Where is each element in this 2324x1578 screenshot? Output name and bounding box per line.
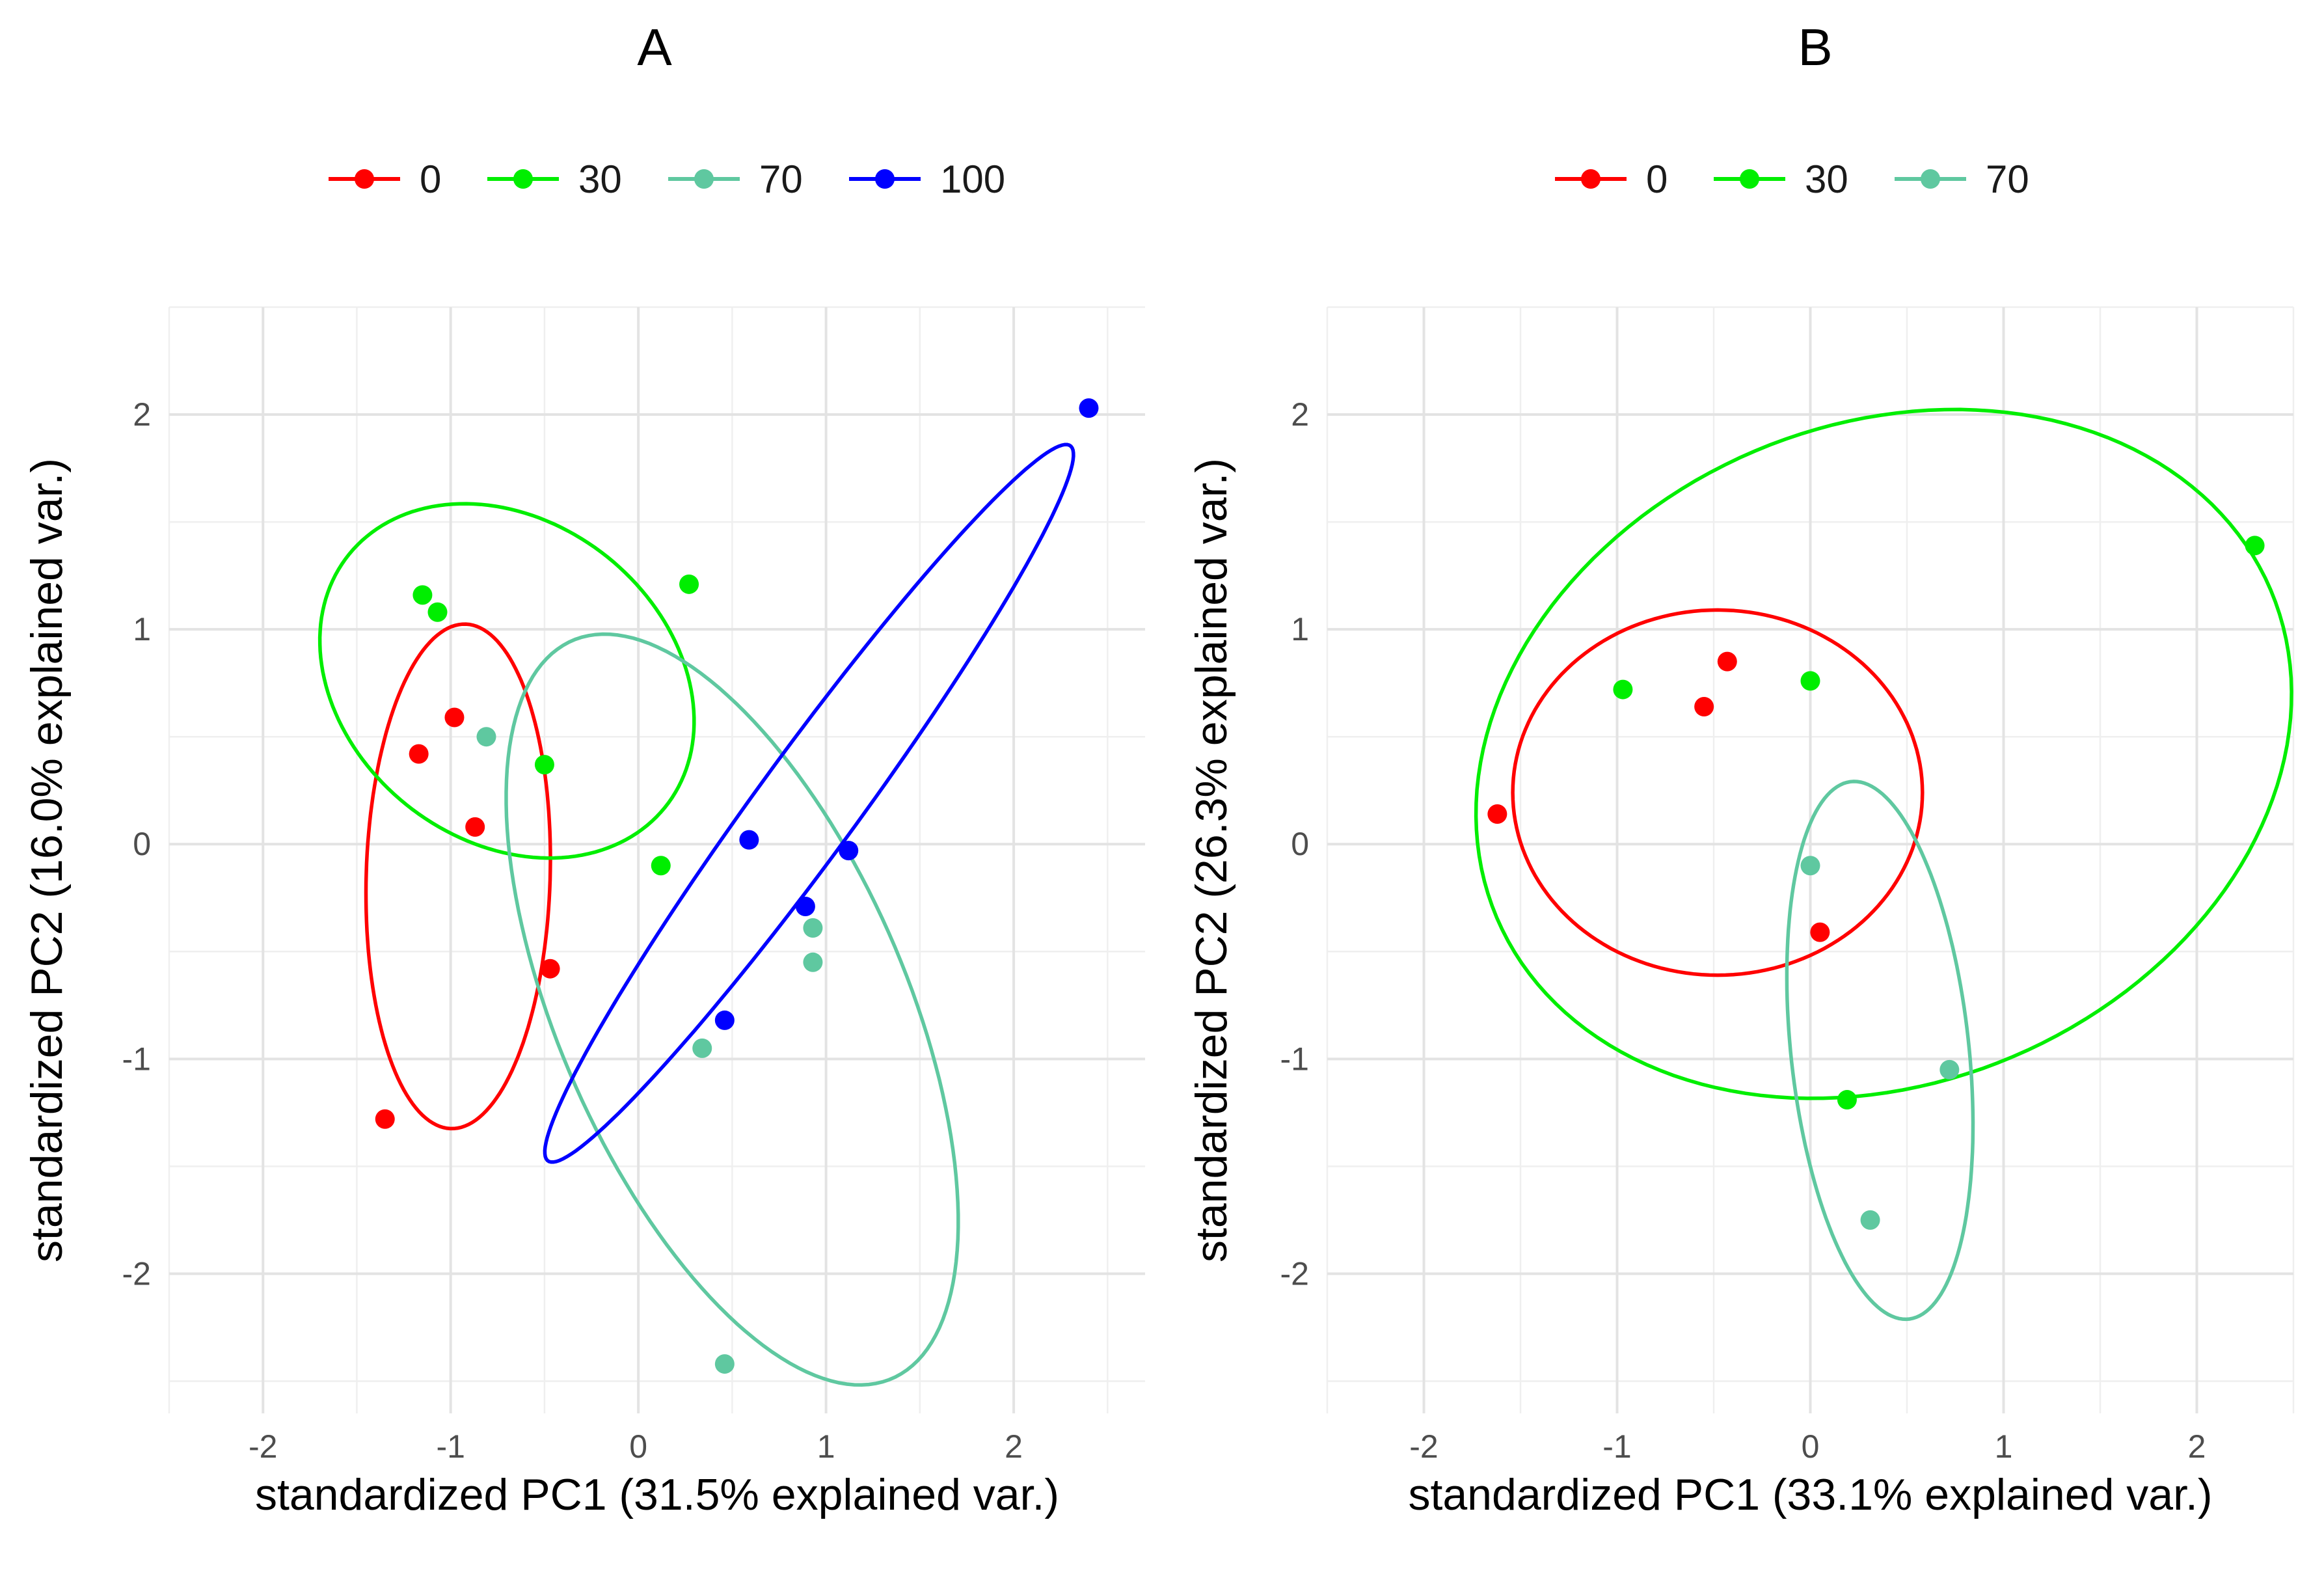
legend-item-100: 100: [849, 157, 1005, 201]
panel-a-x-axis-label: standardized PC1 (31.5% explained var.): [255, 1470, 1059, 1519]
point-group-70: [803, 952, 823, 972]
point-group-0: [1694, 696, 1714, 716]
point-group-0: [1487, 804, 1507, 824]
ellipse-group-0: [364, 622, 552, 1131]
panel-a-grid: [168, 306, 1145, 1413]
point-group-0: [1810, 922, 1830, 942]
point-group-30: [1800, 671, 1820, 691]
legend-item-0: 0: [329, 157, 441, 201]
legend-label-70: 70: [1986, 157, 2029, 201]
x-tick-label: -1: [1602, 1428, 1631, 1465]
point-group-30: [412, 585, 433, 605]
legend-item-70: 70: [668, 157, 803, 201]
ellipse-group-30: [1474, 407, 2293, 1100]
legend-marker-30: [513, 169, 533, 189]
y-tick-label: 1: [1291, 611, 1309, 647]
point-group-70: [803, 918, 823, 938]
legend-item-30: 30: [487, 157, 622, 201]
point-group-0: [409, 744, 429, 764]
panel-b-legend: 0 30 70: [1555, 157, 2029, 201]
x-tick-label: 1: [817, 1428, 835, 1465]
point-group-70: [1860, 1210, 1880, 1230]
point-group-30: [651, 856, 671, 876]
legend-marker-0: [355, 169, 374, 189]
panel-b-title: B: [1798, 18, 1832, 76]
legend-marker-0: [1581, 169, 1601, 189]
point-group-30: [679, 574, 699, 594]
panel-b-marks: [1474, 407, 2293, 1322]
panel-b-y-axis-label: standardized PC2 (26.3% explained var.): [1187, 458, 1236, 1262]
panel-b-x-axis-label: standardized PC1 (33.1% explained var.): [1408, 1470, 2212, 1519]
panel-a-marks: [318, 398, 1099, 1387]
point-group-30: [534, 755, 554, 775]
legend-marker-70: [1921, 169, 1940, 189]
legend-label-0: 0: [420, 157, 441, 201]
point-group-30: [1837, 1090, 1857, 1110]
point-group-100: [795, 896, 815, 916]
point-group-70: [1800, 856, 1820, 876]
y-tick-label: -2: [122, 1255, 151, 1292]
x-tick-label: 1: [1995, 1428, 2013, 1465]
point-group-30: [1613, 679, 1633, 700]
point-group-70: [476, 727, 496, 747]
y-tick-label: 2: [133, 396, 151, 433]
panel-a-plot-area: -2 -1 0 1 2 -2 -1 0 1 2: [122, 306, 1145, 1465]
point-group-70: [692, 1038, 712, 1058]
legend-label-70: 70: [759, 157, 803, 201]
x-tick-label: -2: [249, 1428, 277, 1465]
ellipse-group-100: [543, 442, 1075, 1164]
legend-marker-70: [694, 169, 714, 189]
ellipse-group-30: [318, 502, 696, 860]
legend-marker-100: [875, 169, 895, 189]
point-group-100: [839, 841, 859, 861]
panel-a-legend: 0 30 70 100: [329, 157, 1005, 201]
legend-item-30: 30: [1714, 157, 1848, 201]
legend-label-100: 100: [940, 157, 1005, 201]
point-group-100: [739, 830, 759, 850]
ellipse-group-0: [1511, 608, 1925, 977]
point-group-100: [1079, 398, 1099, 418]
x-tick-label: -1: [436, 1428, 465, 1465]
x-tick-label: 2: [2188, 1428, 2206, 1465]
point-group-70: [1939, 1059, 1960, 1080]
y-tick-label: 0: [133, 826, 151, 862]
x-tick-label: 0: [1802, 1428, 1820, 1465]
y-tick-label: 2: [1291, 396, 1309, 433]
panel-b-grid: [1326, 306, 2295, 1413]
panel-a: A 0 30 70 100 -2 -1 0 1 2 -2 -1 0 1 2 standardized P…: [22, 18, 1145, 1519]
ellipse-group-70: [504, 632, 960, 1387]
panel-b: B 0 30 70 -2 -1 0 1 2 -2 -1 0 1 2 standardized PC1 …: [1187, 18, 2295, 1519]
x-tick-label: -2: [1409, 1428, 1438, 1465]
legend-label-30: 30: [578, 157, 622, 201]
legend-label-0: 0: [1646, 157, 1668, 201]
panel-a-title: A: [637, 18, 672, 76]
point-group-0: [540, 959, 560, 979]
y-tick-label: 0: [1291, 826, 1309, 862]
point-group-100: [714, 1010, 735, 1030]
legend-label-30: 30: [1805, 157, 1848, 201]
point-group-0: [465, 817, 485, 837]
legend-item-70: 70: [1895, 157, 2029, 201]
panel-b-tick-labels: -2 -1 0 1 2 -2 -1 0 1 2: [1280, 396, 2206, 1465]
panel-b-plot-area: -2 -1 0 1 2 -2 -1 0 1 2: [1280, 306, 2295, 1465]
point-group-0: [1717, 651, 1737, 672]
point-group-0: [375, 1109, 395, 1129]
y-tick-label: -1: [1280, 1041, 1309, 1077]
y-tick-label: -2: [1280, 1255, 1309, 1292]
panel-a-y-axis-label: standardized PC2 (16.0% explained var.): [22, 458, 72, 1262]
point-group-30: [2245, 536, 2265, 556]
legend-marker-30: [1740, 169, 1759, 189]
y-tick-label: 1: [133, 611, 151, 647]
y-tick-label: -1: [122, 1041, 151, 1077]
point-group-0: [444, 707, 465, 728]
panel-a-tick-labels: -2 -1 0 1 2 -2 -1 0 1 2: [122, 396, 1023, 1465]
x-tick-label: 2: [1005, 1428, 1023, 1465]
legend-item-0: 0: [1555, 157, 1668, 201]
ellipse-group-70: [1785, 780, 1975, 1322]
x-tick-label: 0: [629, 1428, 647, 1465]
point-group-70: [714, 1354, 735, 1374]
point-group-30: [427, 602, 448, 622]
